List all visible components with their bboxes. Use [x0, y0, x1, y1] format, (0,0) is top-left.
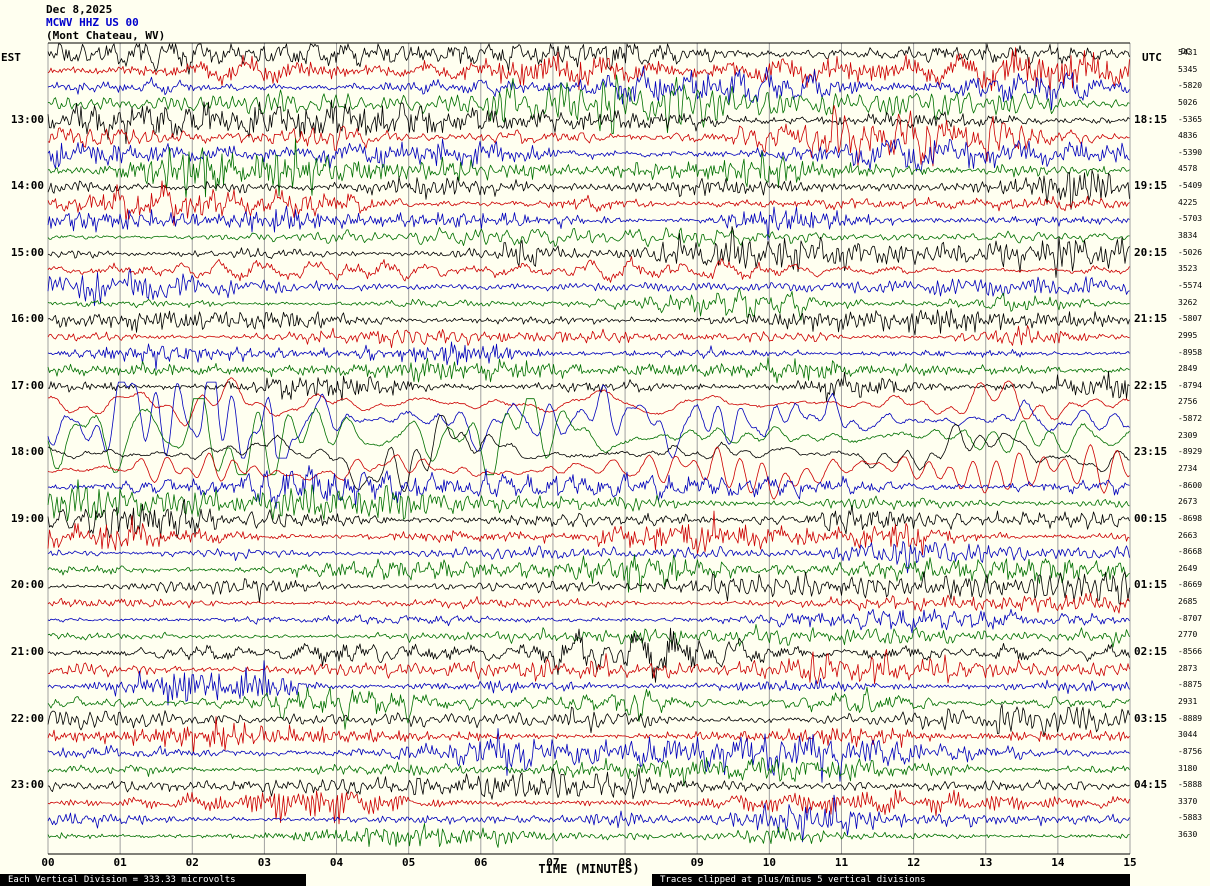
seismogram-trace [47, 415, 1130, 492]
seismogram-trace [47, 465, 1130, 509]
seismogram-trace [47, 66, 1130, 111]
seismogram-trace [47, 571, 1130, 606]
left-timezone-label: EST [1, 51, 21, 64]
seismogram-trace [47, 99, 1130, 144]
seismogram-trace [47, 768, 1130, 800]
title-location: (Mont Chateau, WV) [46, 29, 166, 42]
seismogram-trace [47, 74, 1130, 135]
seismogram-trace [47, 138, 1130, 173]
seismogram-trace [47, 308, 1130, 336]
seismogram-trace [47, 105, 1130, 167]
seismogram-trace [47, 510, 1130, 556]
seismogram-trace [47, 169, 1130, 210]
seismogram-trace [47, 288, 1130, 321]
seismogram-trace [47, 370, 1130, 402]
seismogram-trace [47, 541, 1130, 574]
seismogram-trace [47, 444, 1130, 500]
seismogram-trace [47, 716, 1130, 754]
title-station: MCWV HHZ US 00 [46, 16, 139, 29]
seismogram-trace [47, 381, 1130, 459]
seismogram-trace [47, 205, 1130, 241]
seismogram-trace [47, 226, 1130, 278]
seismogram-trace [47, 180, 1130, 226]
footer-clip-note: Traces clipped at plus/minus 5 vertical … [652, 874, 1130, 886]
seismogram-trace [47, 728, 1130, 783]
seismogram-trace [47, 398, 1130, 476]
seismogram-trace [47, 255, 1130, 283]
x-axis-title: TIME (MINUTES) [538, 862, 640, 876]
footer-scale-note: Each Vertical Division = 333.33 microvol… [0, 874, 306, 886]
seismogram-trace [47, 138, 1130, 198]
seismogram-trace [48, 377, 1130, 427]
right-timezone-label: UTC [1142, 51, 1162, 64]
seismogram-trace [47, 703, 1130, 737]
seismogram-trace [47, 47, 1130, 96]
seismogram-trace [47, 823, 1130, 848]
plot-title: Dec 8,2025 MCWV HHZ US 00 (Mont Chateau,… [46, 3, 165, 42]
seismogram-trace [47, 43, 1130, 75]
seismogram-trace [47, 592, 1130, 614]
title-date: Dec 8,2025 [46, 3, 113, 16]
seismogram-trace [47, 794, 1130, 843]
seismogram-trace [47, 479, 1130, 522]
seismogram-trace [47, 660, 1130, 706]
seismogram-trace [47, 789, 1130, 825]
seismogram-trace [47, 499, 1130, 539]
seismogram-trace [47, 649, 1130, 685]
seismogram-trace [47, 341, 1130, 370]
seismogram-trace [47, 627, 1130, 683]
seismogram-trace [47, 757, 1130, 787]
seismogram-trace [47, 608, 1130, 634]
seismogram-trace [47, 268, 1130, 307]
seismogram-trace [47, 624, 1130, 648]
seismogram-trace [47, 554, 1130, 593]
seismogram-trace [47, 686, 1130, 730]
dc-column-header: DC [1181, 47, 1191, 56]
seismogram-trace [47, 227, 1130, 248]
seismogram-trace [47, 325, 1130, 349]
seismogram-trace [47, 357, 1130, 384]
